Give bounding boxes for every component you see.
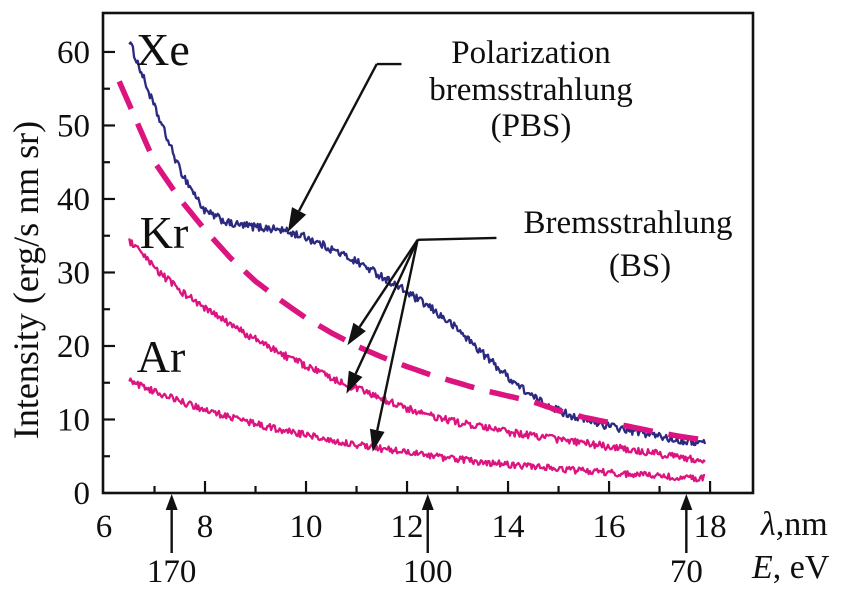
plot-frame-layer (101, 11, 755, 495)
pbs-arrow-shaft (298, 63, 378, 212)
energy-marker-label: 70 (670, 554, 703, 590)
bs-annotation-line1: Bremsstrahlung (524, 205, 733, 241)
bs-connector-line (417, 236, 497, 241)
x-tick-label: 12 (391, 509, 424, 545)
y-tick-label: 20 (57, 329, 90, 365)
energy-marker-arrow-head (680, 494, 693, 510)
x-tick-label: 18 (694, 509, 727, 545)
y-axis-title: Intensity (erg/s nm sr) (6, 121, 46, 439)
y-tick-label: 0 (74, 476, 91, 512)
y-tick-label: 30 (57, 255, 90, 291)
energy-marker-label: 170 (147, 554, 197, 590)
x-tick-label: 10 (290, 509, 323, 545)
y-tick-label: 10 (57, 402, 90, 438)
bs-arrow-head (347, 322, 366, 346)
pbs-annotation-line2: bremsstrahlung (429, 72, 632, 108)
x-axis-unit-lambda: λ,nm (760, 506, 828, 543)
series-curve-xe (128, 41, 707, 447)
x-tick-label: 6 (96, 509, 113, 545)
series-curve-dashed-1 (116, 80, 706, 443)
series-curve-kr (128, 238, 706, 464)
plot-frame (101, 11, 755, 495)
curves-layer (116, 41, 707, 483)
energy-unit: , eV (773, 549, 830, 586)
bs-annotation-line2: (BS) (609, 248, 671, 284)
bs-arrow-head (346, 370, 363, 394)
series-label-kr: Kr (140, 207, 189, 258)
bs-arrow-shaft (358, 239, 419, 328)
tick-label-layer: 6 8 10 12 14 16 18 0 10 20 30 40 50 60 170 100 70 (57, 35, 727, 590)
series-curve-ar (128, 377, 705, 483)
y-tick-label: 40 (57, 182, 90, 218)
x-tick-label: 8 (197, 509, 214, 545)
series-label-xe: Xe (136, 24, 190, 75)
energy-symbol: E (751, 549, 773, 586)
y-tick-label: 50 (57, 108, 90, 144)
bs-arrow-shaft (376, 239, 419, 431)
bs-arrow-head (369, 428, 385, 452)
pbs-annotation-line3: (PBS) (491, 108, 572, 144)
x-tick-label: 14 (492, 509, 525, 545)
series-label-ar: Ar (137, 331, 186, 382)
x-axis-unit-energy: E, eV (751, 549, 830, 586)
bs-arrow-shaft (354, 239, 419, 375)
lambda-symbol: λ (760, 506, 776, 543)
lambda-unit: ,nm (776, 506, 828, 543)
arrows-layer (165, 62, 693, 553)
pbs-arrow-head (287, 207, 307, 233)
y-tick-label: 60 (57, 35, 90, 71)
energy-marker-arrow-head (165, 494, 178, 510)
energy-marker-arrow-head (421, 494, 434, 510)
pbs-annotation-line1: Polarization (451, 35, 610, 71)
x-tick-label: 16 (593, 509, 626, 545)
energy-marker-label: 100 (403, 554, 453, 590)
